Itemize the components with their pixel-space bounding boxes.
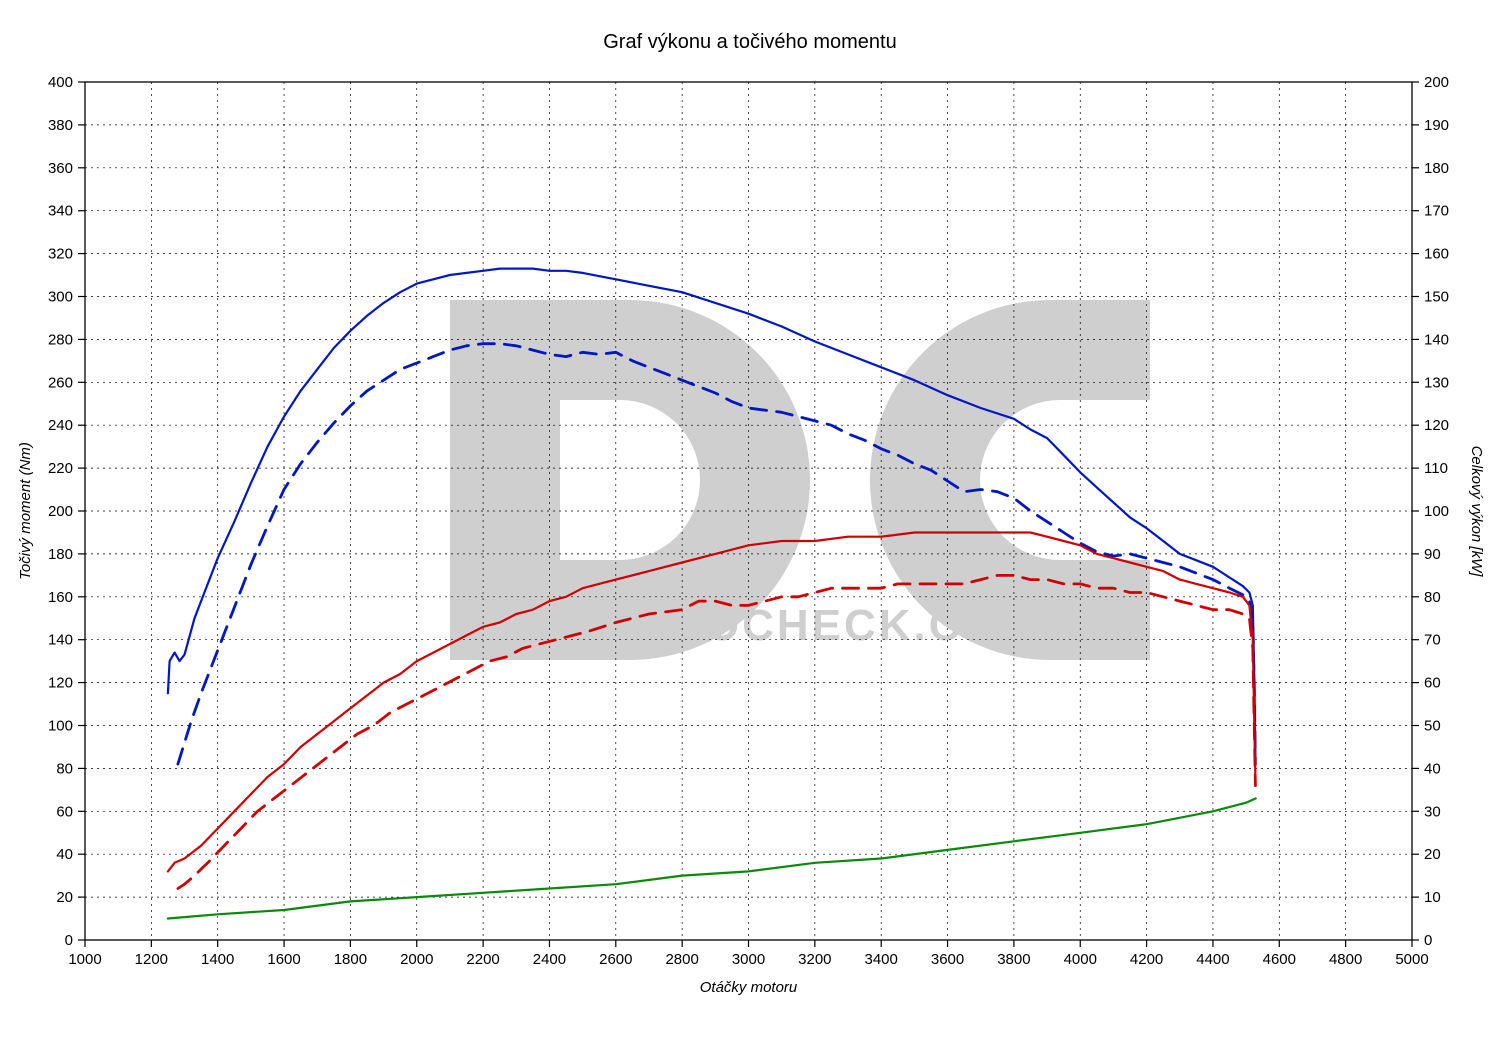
svg-text:1400: 1400: [201, 951, 234, 968]
svg-text:2200: 2200: [466, 951, 499, 968]
svg-text:40: 40: [1424, 760, 1441, 777]
svg-text:2800: 2800: [665, 951, 698, 968]
svg-text:2000: 2000: [400, 951, 433, 968]
svg-text:130: 130: [1424, 374, 1449, 391]
svg-text:180: 180: [1424, 160, 1449, 177]
svg-text:380: 380: [48, 117, 73, 134]
svg-text:4800: 4800: [1329, 951, 1362, 968]
svg-text:260: 260: [48, 374, 73, 391]
svg-text:5000: 5000: [1395, 951, 1428, 968]
x-axis-label: Otáčky motoru: [700, 979, 798, 996]
svg-text:140: 140: [48, 632, 73, 649]
svg-text:4000: 4000: [1064, 951, 1097, 968]
svg-text:2600: 2600: [599, 951, 632, 968]
svg-text:3000: 3000: [732, 951, 765, 968]
svg-text:400: 400: [48, 74, 73, 91]
svg-text:1800: 1800: [334, 951, 367, 968]
svg-text:3400: 3400: [865, 951, 898, 968]
svg-text:320: 320: [48, 246, 73, 263]
svg-text:140: 140: [1424, 331, 1449, 348]
svg-text:1200: 1200: [135, 951, 168, 968]
svg-text:160: 160: [48, 589, 73, 606]
svg-text:200: 200: [1424, 74, 1449, 91]
svg-text:30: 30: [1424, 803, 1441, 820]
svg-text:40: 40: [56, 846, 73, 863]
svg-text:0: 0: [1424, 932, 1432, 949]
svg-text:340: 340: [48, 203, 73, 220]
svg-text:160: 160: [1424, 246, 1449, 263]
svg-text:3200: 3200: [798, 951, 831, 968]
svg-text:20: 20: [56, 889, 73, 906]
y-left-label: Točivý moment (Nm): [17, 442, 34, 580]
svg-text:240: 240: [48, 417, 73, 434]
svg-text:4200: 4200: [1130, 951, 1163, 968]
svg-text:90: 90: [1424, 546, 1441, 563]
svg-text:3600: 3600: [931, 951, 964, 968]
svg-text:4600: 4600: [1263, 951, 1296, 968]
svg-text:60: 60: [1424, 675, 1441, 692]
svg-text:1000: 1000: [68, 951, 101, 968]
svg-text:80: 80: [1424, 589, 1441, 606]
svg-text:60: 60: [56, 803, 73, 820]
svg-text:70: 70: [1424, 632, 1441, 649]
svg-text:3800: 3800: [997, 951, 1030, 968]
svg-text:220: 220: [48, 460, 73, 477]
svg-text:100: 100: [48, 718, 73, 735]
svg-text:80: 80: [56, 760, 73, 777]
dyno-chart: WWW.DYNOCHECK.COM10001200140016001800200…: [0, 0, 1500, 1041]
svg-text:190: 190: [1424, 117, 1449, 134]
svg-text:360: 360: [48, 160, 73, 177]
svg-text:180: 180: [48, 546, 73, 563]
svg-text:2400: 2400: [533, 951, 566, 968]
svg-text:100: 100: [1424, 503, 1449, 520]
svg-text:170: 170: [1424, 203, 1449, 220]
svg-text:110: 110: [1424, 460, 1448, 477]
svg-text:4400: 4400: [1196, 951, 1229, 968]
svg-text:10: 10: [1424, 889, 1441, 906]
chart-title: Graf výkonu a točivého momentu: [603, 31, 896, 53]
svg-text:200: 200: [48, 503, 73, 520]
svg-text:1600: 1600: [267, 951, 300, 968]
y-right-label: Celkový výkon [kW]: [1468, 446, 1485, 578]
svg-text:150: 150: [1424, 289, 1449, 306]
svg-text:300: 300: [48, 289, 73, 306]
chart-svg: WWW.DYNOCHECK.COM10001200140016001800200…: [0, 0, 1500, 1041]
svg-text:120: 120: [1424, 417, 1449, 434]
svg-text:0: 0: [65, 932, 73, 949]
svg-text:20: 20: [1424, 846, 1441, 863]
svg-text:280: 280: [48, 331, 73, 348]
svg-text:120: 120: [48, 675, 73, 692]
svg-text:50: 50: [1424, 718, 1441, 735]
